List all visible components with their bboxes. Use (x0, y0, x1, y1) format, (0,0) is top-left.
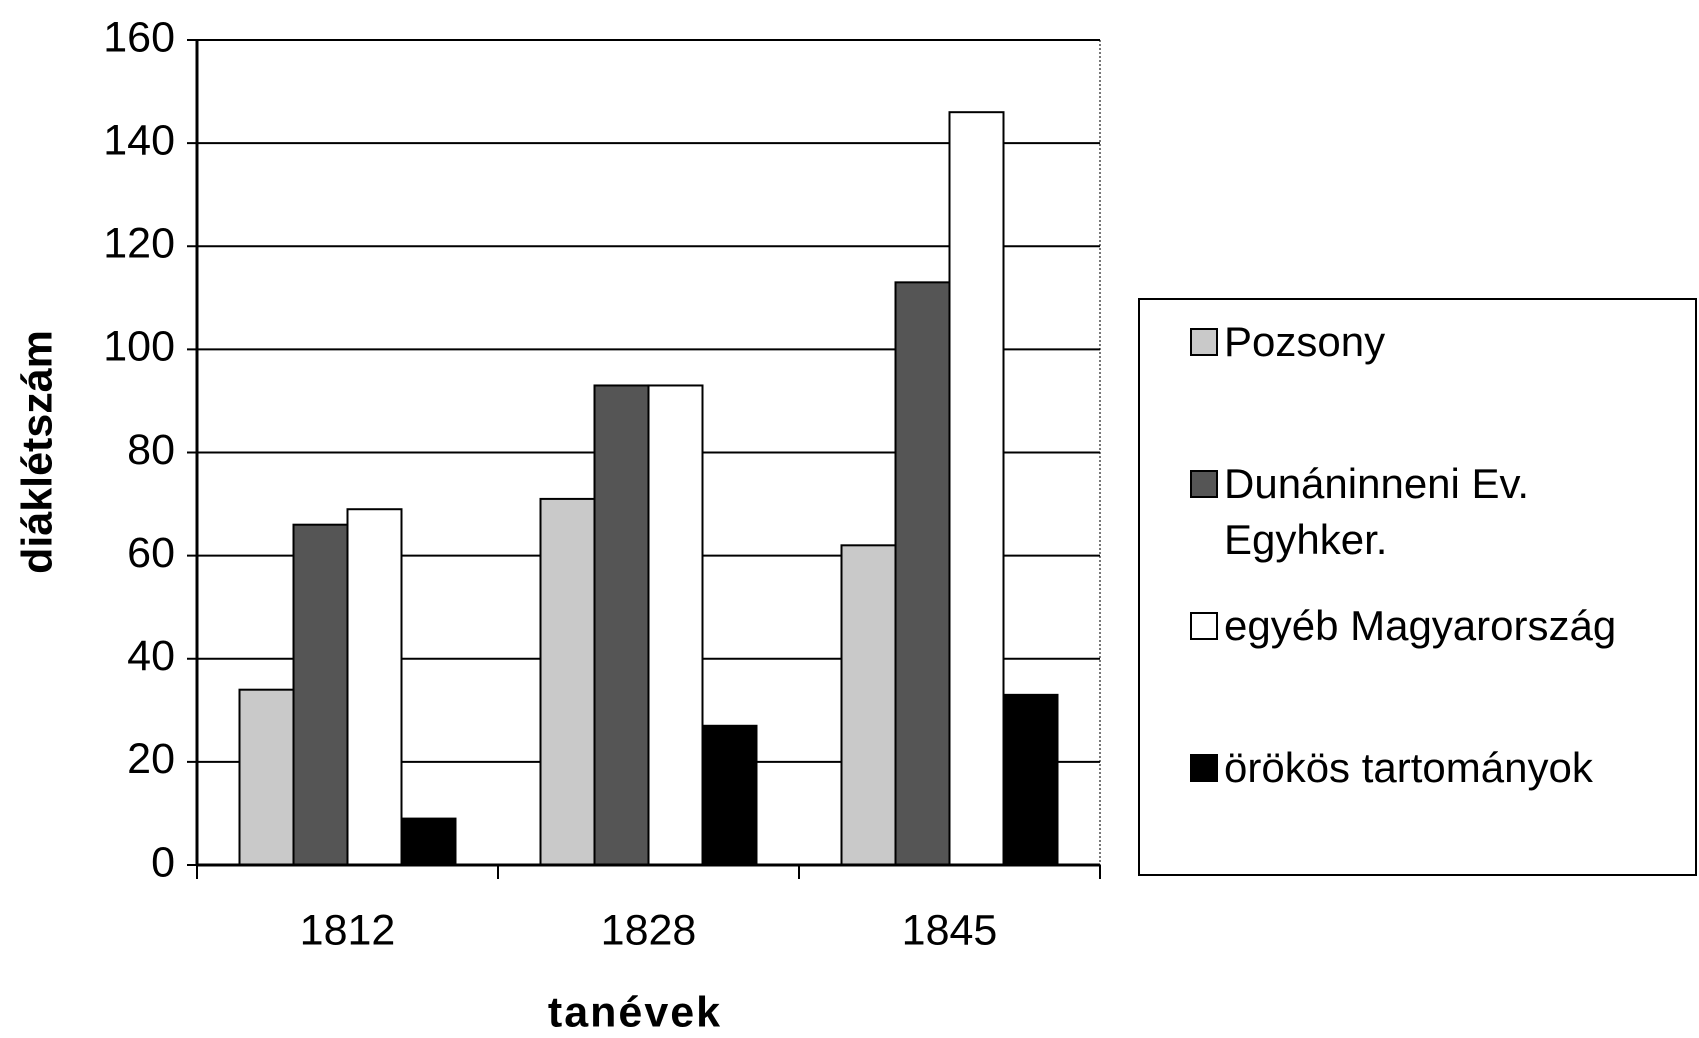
legend-item: örökös tartományok (1190, 740, 1695, 882)
x-tick-label: 1828 (601, 906, 697, 954)
y-tick-label: 120 (103, 220, 175, 268)
y-tick-label: 100 (103, 323, 175, 371)
y-tick-label: 40 (127, 632, 175, 680)
bar (840, 544, 897, 866)
bar (948, 111, 1005, 866)
y-tick-label: 140 (103, 116, 175, 164)
x-tick-label: 1845 (902, 906, 998, 954)
x-tick-label: 1812 (300, 906, 396, 954)
bar (292, 523, 349, 866)
bar (346, 508, 403, 866)
legend-swatch (1190, 470, 1218, 498)
legend-item: Dunáninneni Ev. Egyhker. (1190, 456, 1695, 598)
legend-swatch (1190, 328, 1218, 356)
bar (894, 281, 951, 866)
legend-swatch (1190, 612, 1218, 640)
legend-label: Dunáninneni Ev. Egyhker. (1224, 460, 1530, 563)
x-axis-label: tanévek (548, 988, 722, 1036)
legend-label: egyéb Magyarország (1224, 602, 1617, 649)
y-tick-label: 80 (127, 426, 175, 474)
legend-label: Pozsony (1224, 318, 1386, 365)
legend-label: örökös tartományok (1224, 744, 1593, 791)
bar (701, 724, 758, 866)
legend-item: Pozsony (1190, 314, 1695, 456)
legend: Pozsony Dunáninneni Ev. Egyhker. egyéb Mag… (1138, 298, 1697, 876)
bar (593, 384, 650, 866)
legend-swatch (1190, 754, 1218, 782)
bar (400, 817, 457, 866)
y-tick-label: 0 (151, 838, 175, 886)
y-tick-label: 160 (103, 13, 175, 61)
y-tick-label: 60 (127, 529, 175, 577)
y-axis-label: diáklétszám (13, 330, 61, 574)
y-tick-label: 20 (127, 735, 175, 783)
bar (238, 688, 295, 866)
legend-item: egyéb Magyarország (1190, 598, 1695, 740)
bar (539, 497, 596, 866)
bar (1002, 693, 1059, 866)
bar (647, 384, 704, 866)
